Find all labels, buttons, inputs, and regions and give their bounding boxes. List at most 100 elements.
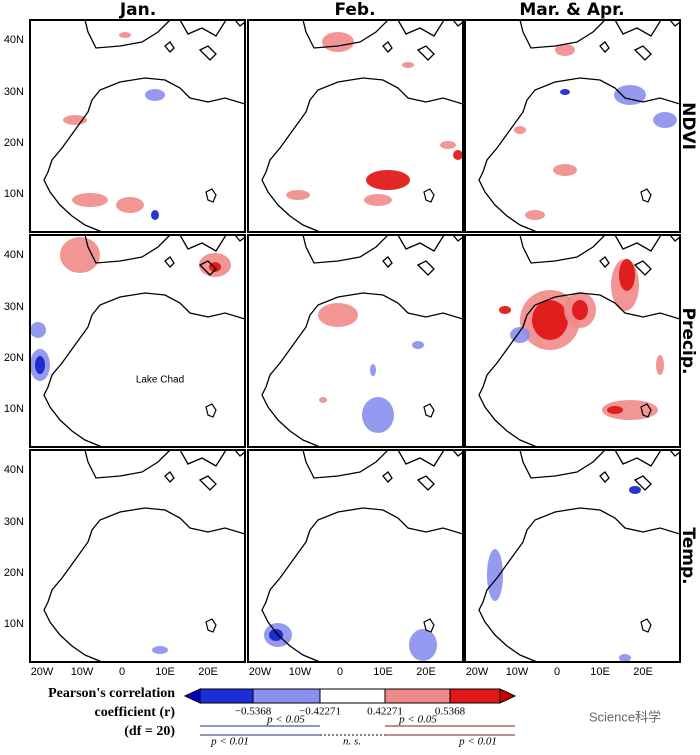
correlation-area [402, 62, 414, 68]
colorbar-title: Pearson's correlation [48, 686, 175, 701]
lake-chad [205, 403, 217, 418]
correlation-area [532, 300, 568, 340]
latitude-label: 40N [4, 249, 24, 261]
correlation-area [319, 397, 327, 403]
coastline [261, 450, 463, 662]
colorbar-title: coefficient (r) [95, 705, 176, 720]
map-panel [247, 234, 464, 448]
correlation-area [116, 197, 144, 213]
longitude-label: 20E [198, 666, 218, 678]
map-panel [464, 449, 681, 663]
correlation-area [362, 397, 394, 433]
row-label: NDVI [678, 102, 698, 150]
correlation-area [119, 32, 131, 38]
lake-chad [640, 618, 652, 633]
latitude-label: 10N [4, 188, 24, 200]
lake-chad [640, 188, 652, 203]
map-panel [29, 234, 246, 448]
map-content [43, 20, 245, 232]
longitude-label: 10E [373, 666, 393, 678]
panel-frame [464, 234, 681, 448]
correlation-area [619, 259, 635, 291]
map-panel [247, 449, 464, 663]
latitude-label: 10N [4, 618, 24, 630]
lake-chad [423, 403, 435, 418]
latitude-label: 40N [4, 464, 24, 476]
colorbar [183, 688, 517, 736]
colorbar-tick: −0.42271 [299, 706, 341, 718]
axes: 40N 30N 20N 10N NDVI 40N 30N 20N 10N Precip. 40N 30… [4, 34, 698, 678]
latitude-label: 10N [4, 403, 24, 415]
longitude-label: 10W [506, 666, 529, 678]
correlation-area [72, 193, 108, 207]
row-label: Temp. [678, 527, 698, 584]
lake-chad [205, 618, 217, 633]
longitude-label: 0 [337, 666, 343, 678]
correlation-area [553, 164, 577, 176]
significance-label: p < 0.01 [458, 736, 497, 748]
map-annotation: Lake Chad [136, 375, 184, 386]
significance-label: n. s. [343, 736, 361, 748]
correlation-area [656, 355, 664, 375]
correlation-area [619, 654, 631, 662]
correlation-area [555, 44, 575, 56]
map-panel [29, 19, 246, 233]
panel-frame [464, 449, 681, 663]
lake-chad [423, 188, 435, 203]
longitude-label: 10E [155, 666, 175, 678]
latitude-label: 40N [4, 34, 24, 46]
correlation-area [63, 115, 87, 125]
correlation-area [525, 210, 545, 220]
correlation-area [499, 306, 511, 314]
map-content [478, 20, 680, 232]
panel-frame [247, 234, 464, 448]
map-content [30, 235, 245, 447]
lake-chad [205, 188, 217, 203]
latitude-label: 30N [4, 301, 24, 313]
panel-frame [464, 19, 681, 233]
longitude-label: 20E [416, 666, 436, 678]
map-panel [247, 19, 464, 233]
correlation-area [35, 356, 45, 374]
colorbar-tick: 0.42271 [367, 706, 403, 718]
significance-label: p < 0.05 [398, 714, 437, 726]
correlation-area [364, 194, 392, 206]
correlation-area [412, 341, 424, 349]
column-title: Mar. & Apr. [519, 0, 624, 20]
longitude-label: 10W [71, 666, 94, 678]
correlation-area [152, 646, 168, 654]
significance-label: p < 0.05 [266, 714, 305, 726]
panel-frame [29, 449, 246, 663]
longitude-label: 20E [633, 666, 653, 678]
latitude-label: 20N [4, 137, 24, 149]
map-content [478, 235, 680, 447]
correlation-area [318, 303, 358, 327]
coastline [478, 450, 680, 662]
lake-chad [423, 618, 435, 633]
latitude-label: 20N [4, 352, 24, 364]
panels [29, 19, 681, 663]
latitude-label: 30N [4, 86, 24, 98]
correlation-area [560, 89, 570, 95]
correlation-area [151, 210, 159, 220]
correlation-area [30, 322, 46, 338]
correlation-area [322, 32, 354, 52]
map-content [261, 450, 463, 662]
correlation-area [653, 112, 677, 128]
correlation-area [269, 629, 283, 641]
longitude-label: 0 [554, 666, 560, 678]
map-content [478, 450, 680, 662]
map-content [261, 235, 463, 447]
panel-frame [247, 19, 464, 233]
colorbar-tick: −0.5368 [235, 706, 272, 718]
map-content [261, 20, 463, 232]
coastline [43, 450, 245, 662]
correlation-area [572, 300, 588, 320]
correlation-area [607, 406, 623, 414]
longitude-label: 10E [590, 666, 610, 678]
correlation-area [60, 237, 100, 273]
correlation-area [614, 85, 646, 105]
column-title: Jan. [119, 0, 156, 20]
longitude-label: 10W [289, 666, 312, 678]
correlation-area [370, 364, 376, 376]
